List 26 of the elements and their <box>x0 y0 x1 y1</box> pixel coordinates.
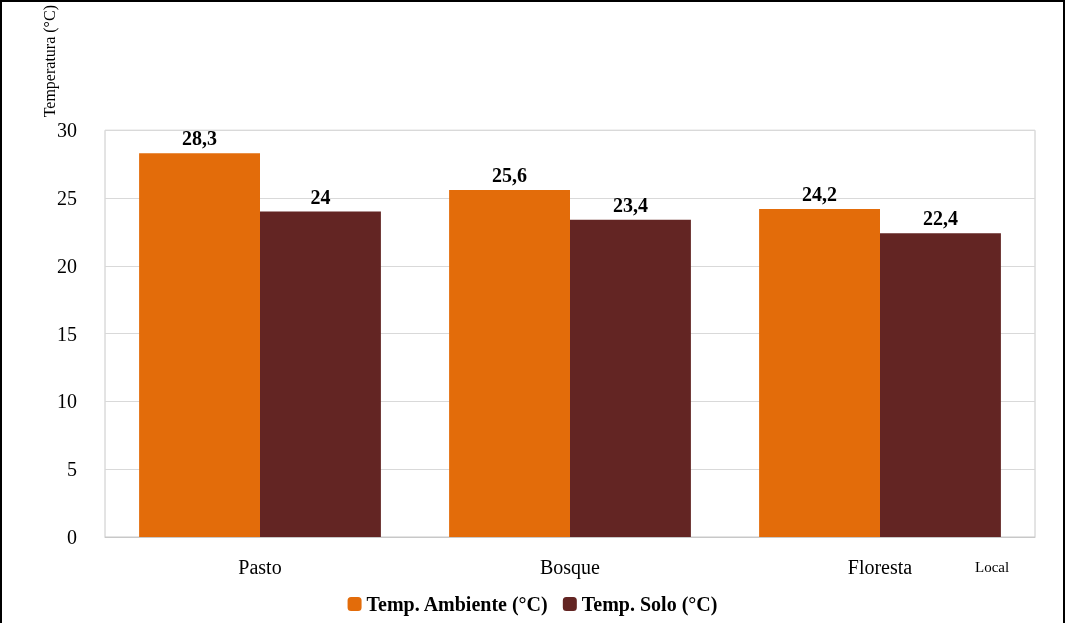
data-label: 24,2 <box>802 182 838 205</box>
y-tick-label: 20 <box>57 254 77 277</box>
bar <box>260 211 381 537</box>
bar <box>880 233 1001 537</box>
y-tick-label: 0 <box>67 526 77 548</box>
data-label: 25,6 <box>492 163 528 186</box>
x-tick-label: Pasto <box>238 556 282 578</box>
y-tick-label: 30 <box>57 119 77 142</box>
x-tick-label: Bosque <box>540 556 601 579</box>
x-axis-title: Local <box>975 558 1010 575</box>
bar <box>570 219 691 537</box>
data-label: 22,4 <box>922 207 958 230</box>
bar <box>139 153 260 537</box>
legend-label: Temp. Ambiente (°C) <box>366 593 548 616</box>
y-tick-label: 5 <box>67 458 77 481</box>
data-label: 24 <box>310 185 331 208</box>
legend-label: Temp. Solo (°C) <box>581 593 718 616</box>
bar <box>449 189 570 537</box>
data-label: 23,4 <box>612 193 648 216</box>
bar <box>759 208 880 537</box>
data-label: 28,3 <box>182 127 218 150</box>
y-axis-title: Temperatura (°C) <box>40 5 59 118</box>
x-tick-label: Floresta <box>847 556 913 578</box>
y-tick-label: 25 <box>57 187 77 210</box>
y-tick-label: 15 <box>57 322 77 345</box>
y-tick-label: 10 <box>57 390 77 413</box>
